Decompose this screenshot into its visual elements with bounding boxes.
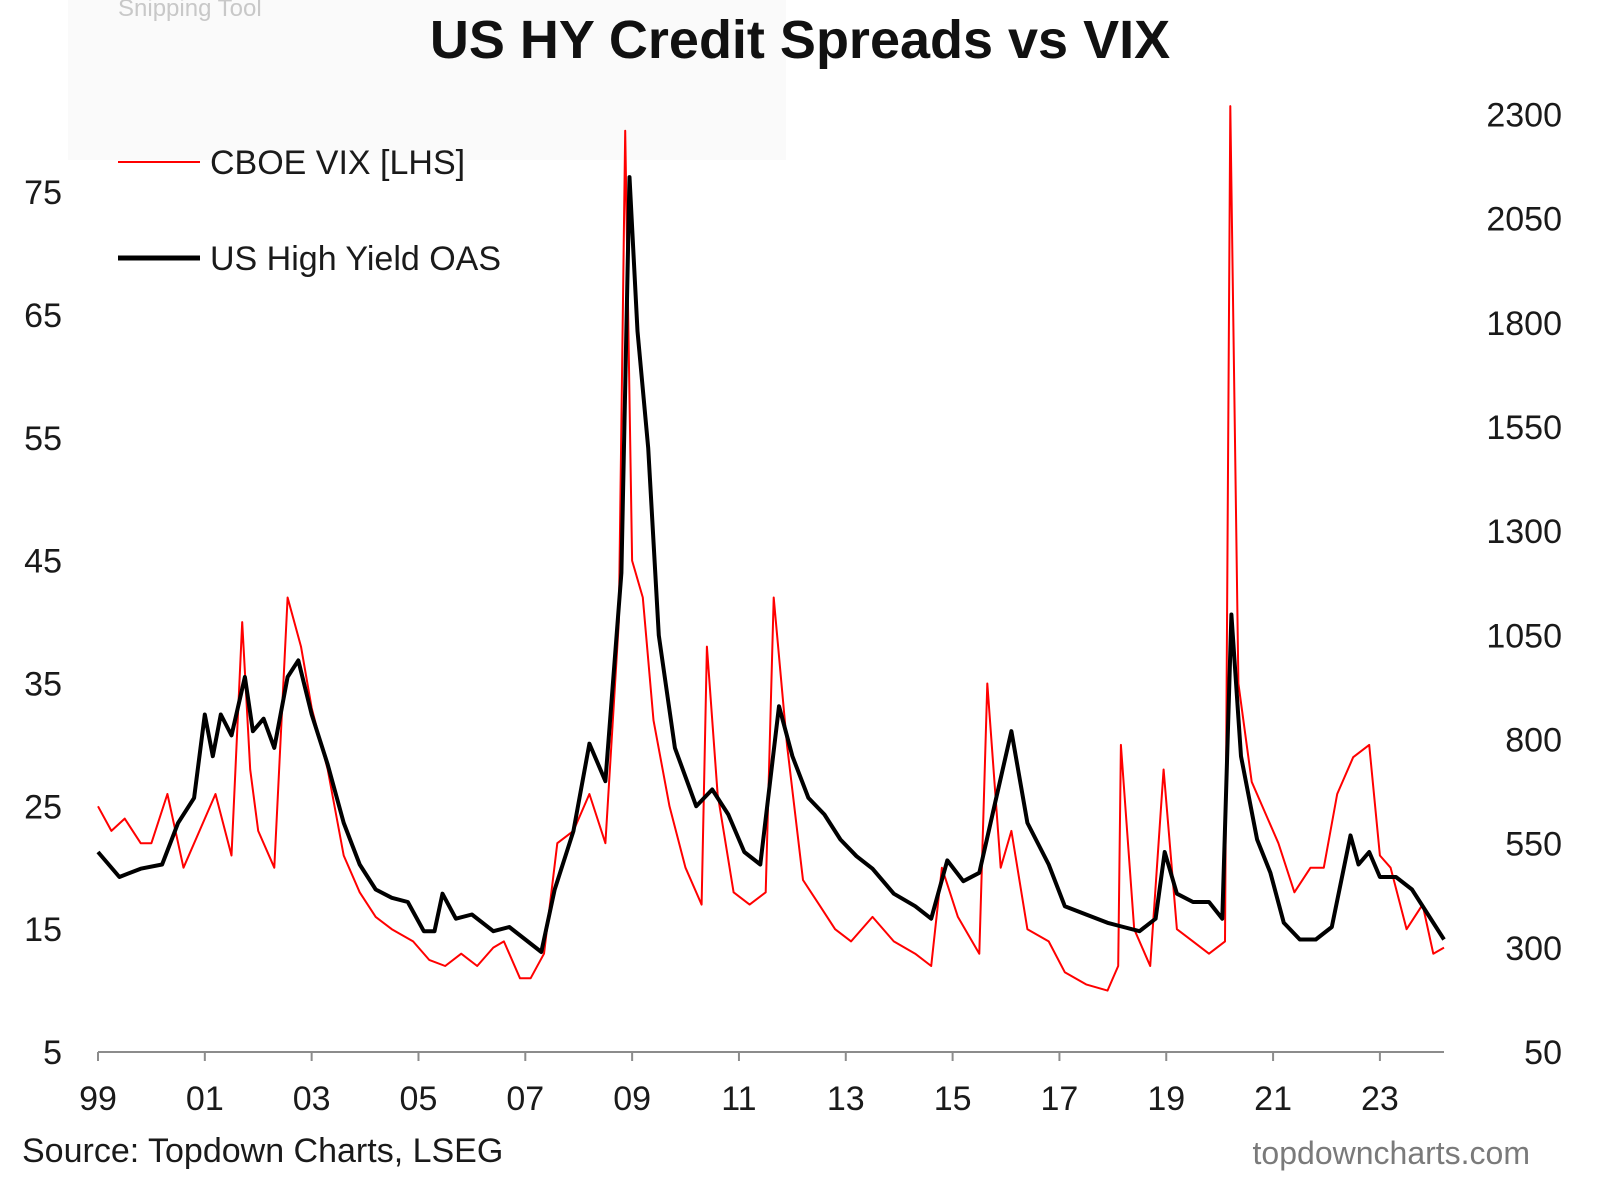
source-note: Source: Topdown Charts, LSEG	[22, 1132, 503, 1170]
x-tick-label: 21	[1254, 1080, 1292, 1118]
y-right-tick-label: 1300	[1486, 513, 1562, 551]
y-right-tick-label: 50	[1524, 1034, 1562, 1072]
x-tick-label: 11	[721, 1080, 756, 1118]
y-left-tick-label: 65	[24, 297, 62, 335]
y-left-tick-label: 55	[24, 420, 62, 458]
y-left-tick-label: 15	[24, 911, 62, 949]
series-layer	[96, 105, 1446, 992]
x-tick-label: 23	[1361, 1080, 1399, 1118]
y-left-tick-label: 35	[24, 665, 62, 703]
y-axis-right: 50 300 550 800 1050 1300 1550 1800 2050 2300	[1486, 97, 1562, 1072]
y-left-tick-label: 25	[24, 788, 62, 826]
y-right-tick-label: 800	[1505, 722, 1562, 760]
y-right-tick-label: 1050	[1486, 617, 1562, 655]
y-left-tick-label: 75	[24, 174, 62, 212]
y-right-tick-label: 300	[1505, 930, 1562, 968]
series-line-vix	[97, 105, 1445, 992]
x-tick-label: 15	[934, 1080, 972, 1118]
x-tick-label: 09	[613, 1080, 651, 1118]
x-axis: 99 01 03 05 07 09 11 13 15 17 19 21 23	[79, 1051, 1444, 1118]
y-right-tick-label: 550	[1505, 826, 1562, 864]
y-right-tick-label: 1800	[1486, 305, 1562, 343]
legend-label-vix: CBOE VIX [LHS]	[210, 144, 465, 182]
x-tick-label: 99	[79, 1080, 117, 1118]
footer-watermark: topdowncharts.com	[1253, 1135, 1530, 1171]
chart-title: US HY Credit Spreads vs VIX	[430, 10, 1170, 70]
x-tick-label: 19	[1147, 1080, 1185, 1118]
x-tick-label: 03	[293, 1080, 331, 1118]
x-tick-label: 13	[827, 1080, 865, 1118]
y-left-tick-label: 5	[43, 1034, 62, 1072]
x-tick-label: 07	[506, 1080, 544, 1118]
y-right-tick-label: 1550	[1486, 409, 1562, 447]
y-left-tick-label: 45	[24, 543, 62, 581]
x-tick-label: 01	[186, 1080, 224, 1118]
y-right-tick-label: 2050	[1486, 201, 1562, 239]
y-right-tick-label: 2300	[1486, 97, 1562, 135]
legend: CBOE VIX [LHS] US High Yield OAS	[118, 144, 501, 278]
x-tick-label: 05	[400, 1080, 438, 1118]
legend-label-oas: US High Yield OAS	[210, 240, 501, 278]
series-line-hy-oas	[96, 175, 1446, 954]
y-axis-left: 5 15 25 35 45 55 65 75	[24, 174, 62, 1072]
snipping-tool-label: Snipping Tool	[118, 0, 262, 22]
x-tick-label: 17	[1041, 1080, 1079, 1118]
snipping-tool-overlay	[68, 0, 786, 160]
